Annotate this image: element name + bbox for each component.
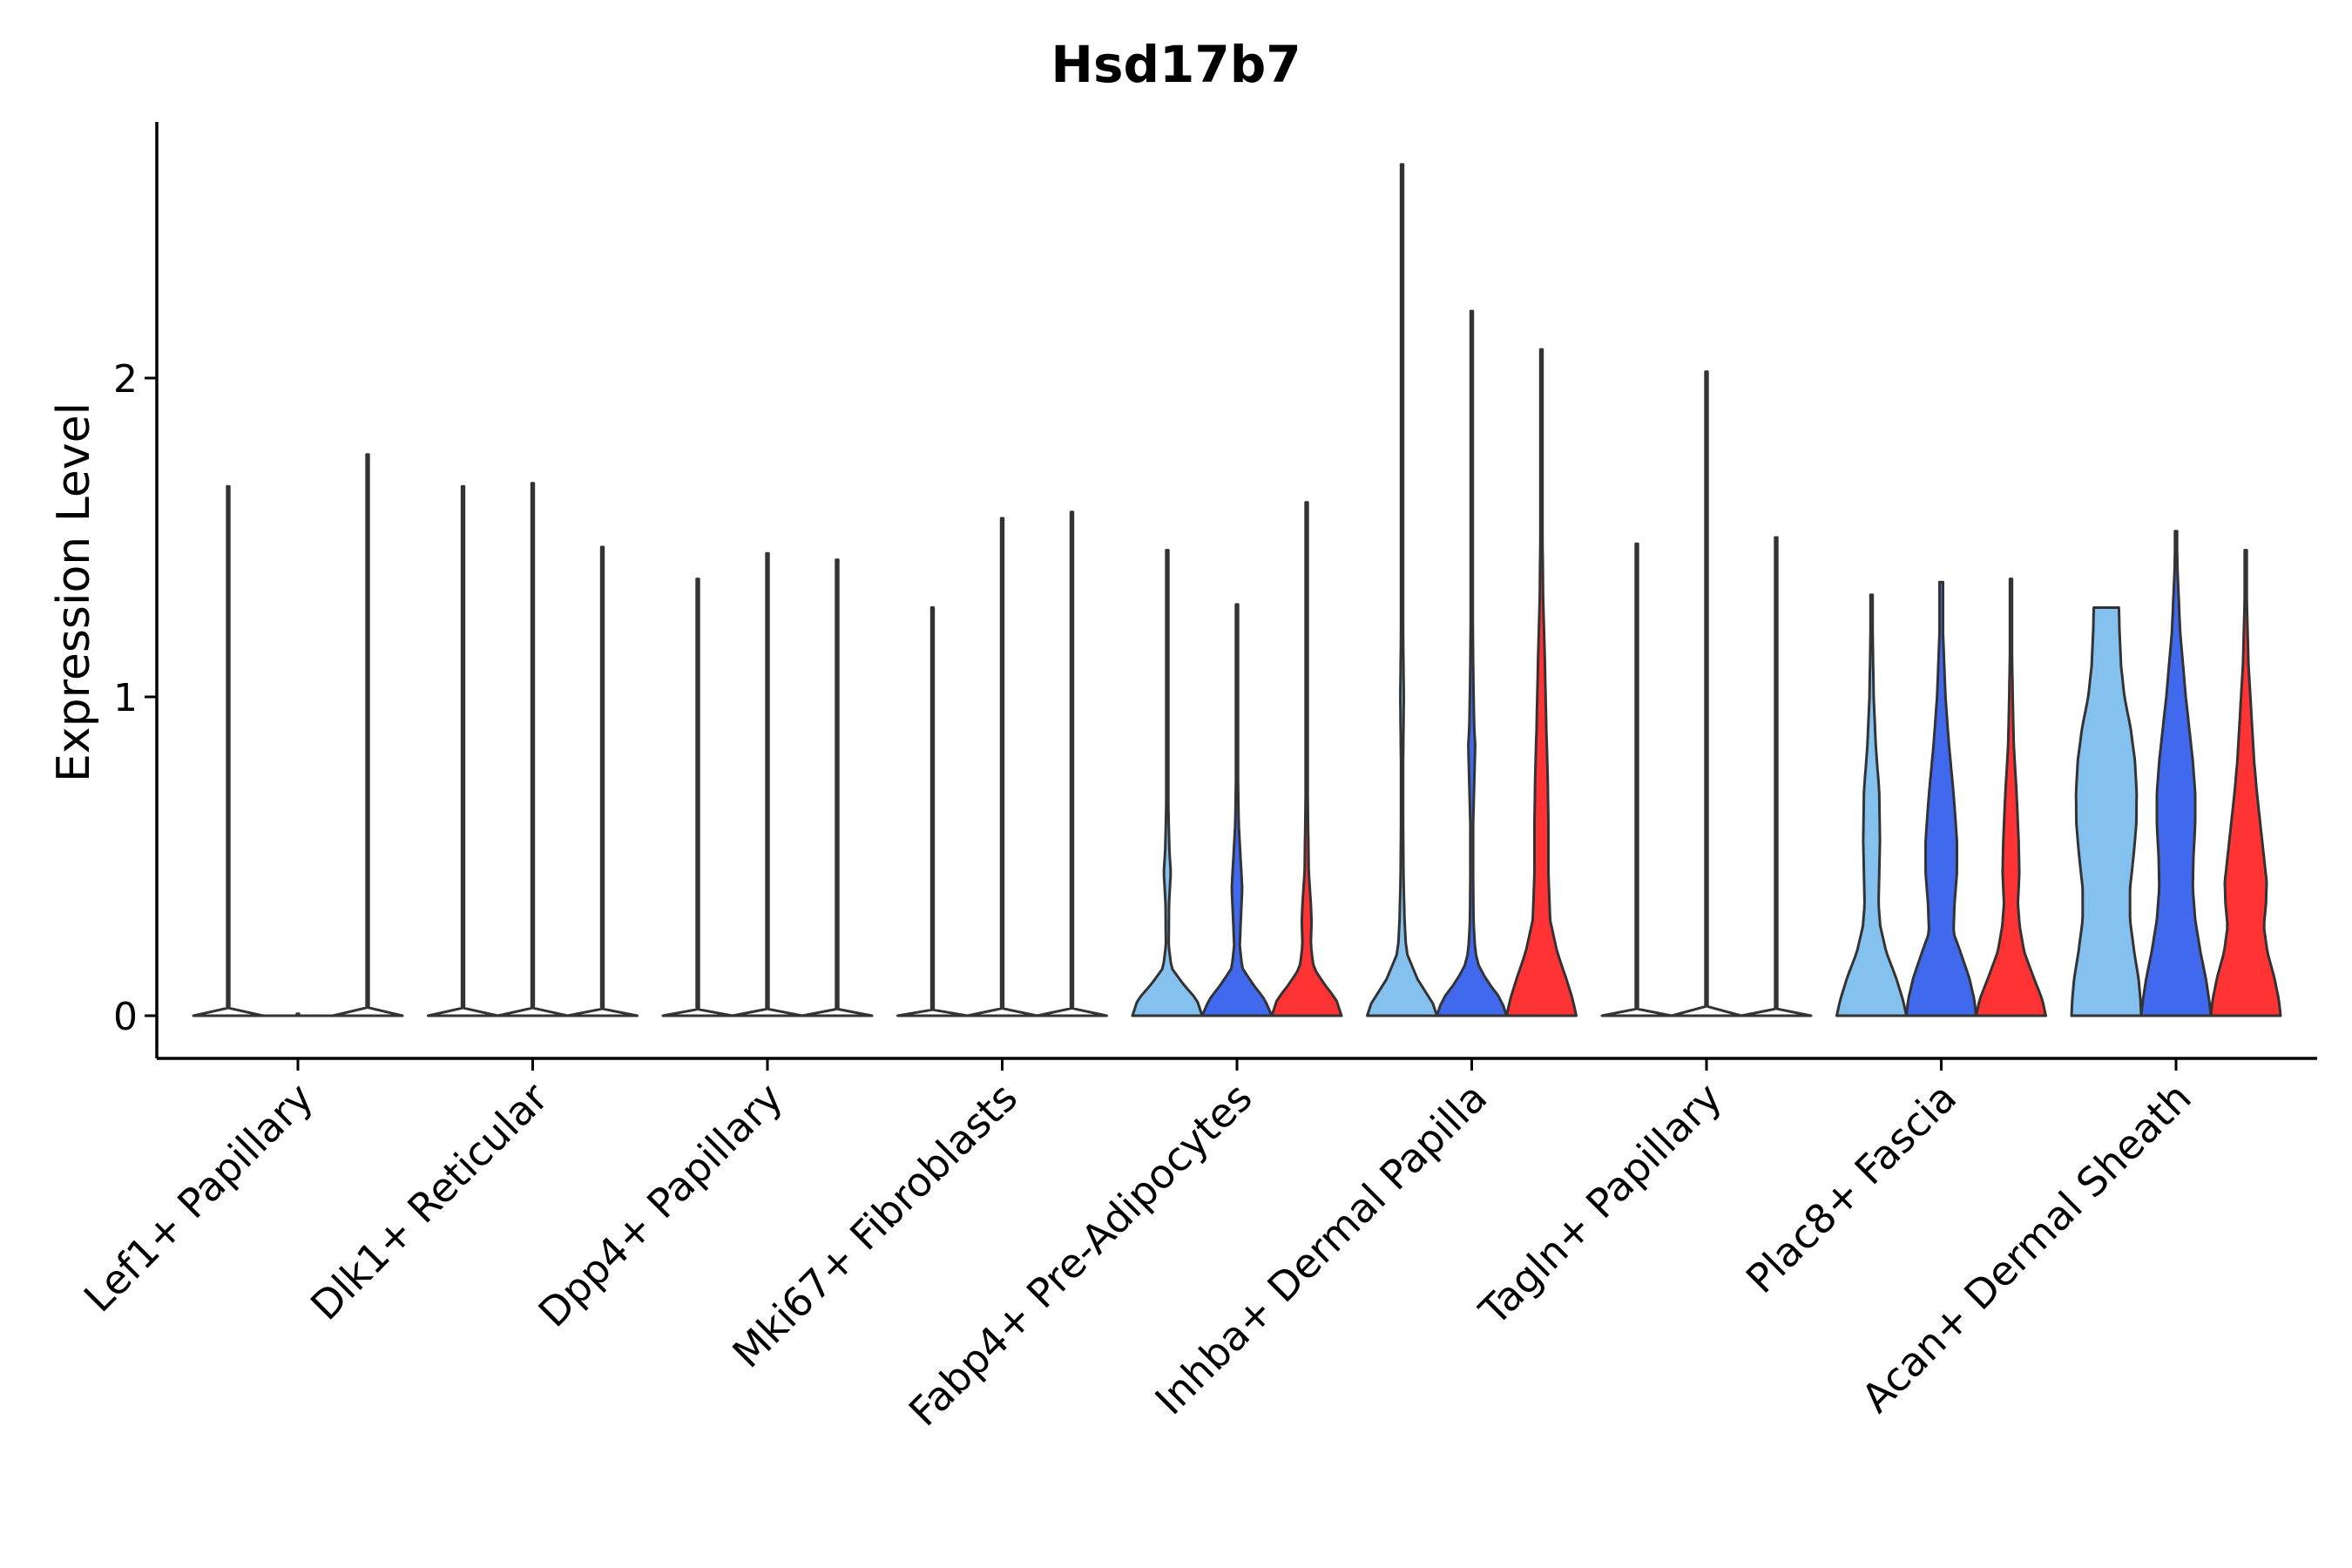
y-tick-label-2: 2	[113, 357, 138, 402]
violin-mki67-fibroblasts-group2	[966, 517, 1038, 1017]
violin-tagln-papillary-group2	[1670, 370, 1743, 1017]
violin-dlk1-reticular-group1	[427, 484, 499, 1017]
violin-tagln-papillary-group3	[1740, 536, 1813, 1017]
y-tick-label-0: 0	[113, 995, 138, 1039]
x-tick-label-dlk1-reticular: Dlk1+ Reticular	[301, 1074, 557, 1329]
violin-fabp4-pre-adipocytes-group3	[1270, 501, 1343, 1017]
x-tick-label-plac8-fascia: Plac8+ Fascia	[1737, 1074, 1965, 1302]
violin-dpp4-papillary-group3	[801, 558, 874, 1017]
violin-plac8-fascia-group1	[1835, 593, 1908, 1017]
plot-area	[192, 163, 2282, 1017]
violin-lef1-papillary-group2	[261, 1012, 335, 1017]
violin-lef1-papillary-group1	[192, 484, 265, 1017]
violin-mki67-fibroblasts-group3	[1036, 510, 1108, 1017]
x-tick-label-lef1-papillary: Lef1+ Papillary	[75, 1074, 322, 1321]
y-tick-label-1: 1	[113, 676, 138, 720]
y-axis-label: Expression Level	[48, 402, 100, 783]
violin-fabp4-pre-adipocytes-group1	[1131, 549, 1204, 1017]
violin-lef1-papillary-group3	[331, 453, 404, 1017]
violin-dlk1-reticular-group2	[497, 482, 569, 1017]
violin-dpp4-papillary-group2	[731, 551, 804, 1017]
violin-acan-dermal-sheath-group3	[2209, 549, 2282, 1017]
violin-fabp4-pre-adipocytes-group2	[1200, 603, 1274, 1017]
violin-plac8-fascia-group2	[1905, 580, 1977, 1017]
violin-tagln-papillary-group1	[1600, 542, 1673, 1017]
x-tick-label-dpp4-papillary: Dpp4+ Papillary	[530, 1074, 792, 1336]
violin-acan-dermal-sheath-group1	[2070, 606, 2143, 1017]
violin-mki67-fibroblasts-group1	[896, 606, 969, 1017]
violin-plac8-fascia-group3	[1975, 578, 2047, 1017]
violin-dlk1-reticular-group3	[566, 545, 639, 1017]
chart-title: Hsd17b7	[1051, 35, 1301, 94]
violin-inhba-dermal-papilla-group2	[1436, 309, 1508, 1017]
violin-inhba-dermal-papilla-group1	[1366, 163, 1438, 1017]
violin-dpp4-papillary-group1	[661, 578, 734, 1017]
violin-acan-dermal-sheath-group2	[2139, 530, 2213, 1017]
x-tick-label-tagln-papillary: Tagln+ Papillary	[1470, 1074, 1731, 1335]
violin-inhba-dermal-papilla-group3	[1505, 348, 1578, 1017]
